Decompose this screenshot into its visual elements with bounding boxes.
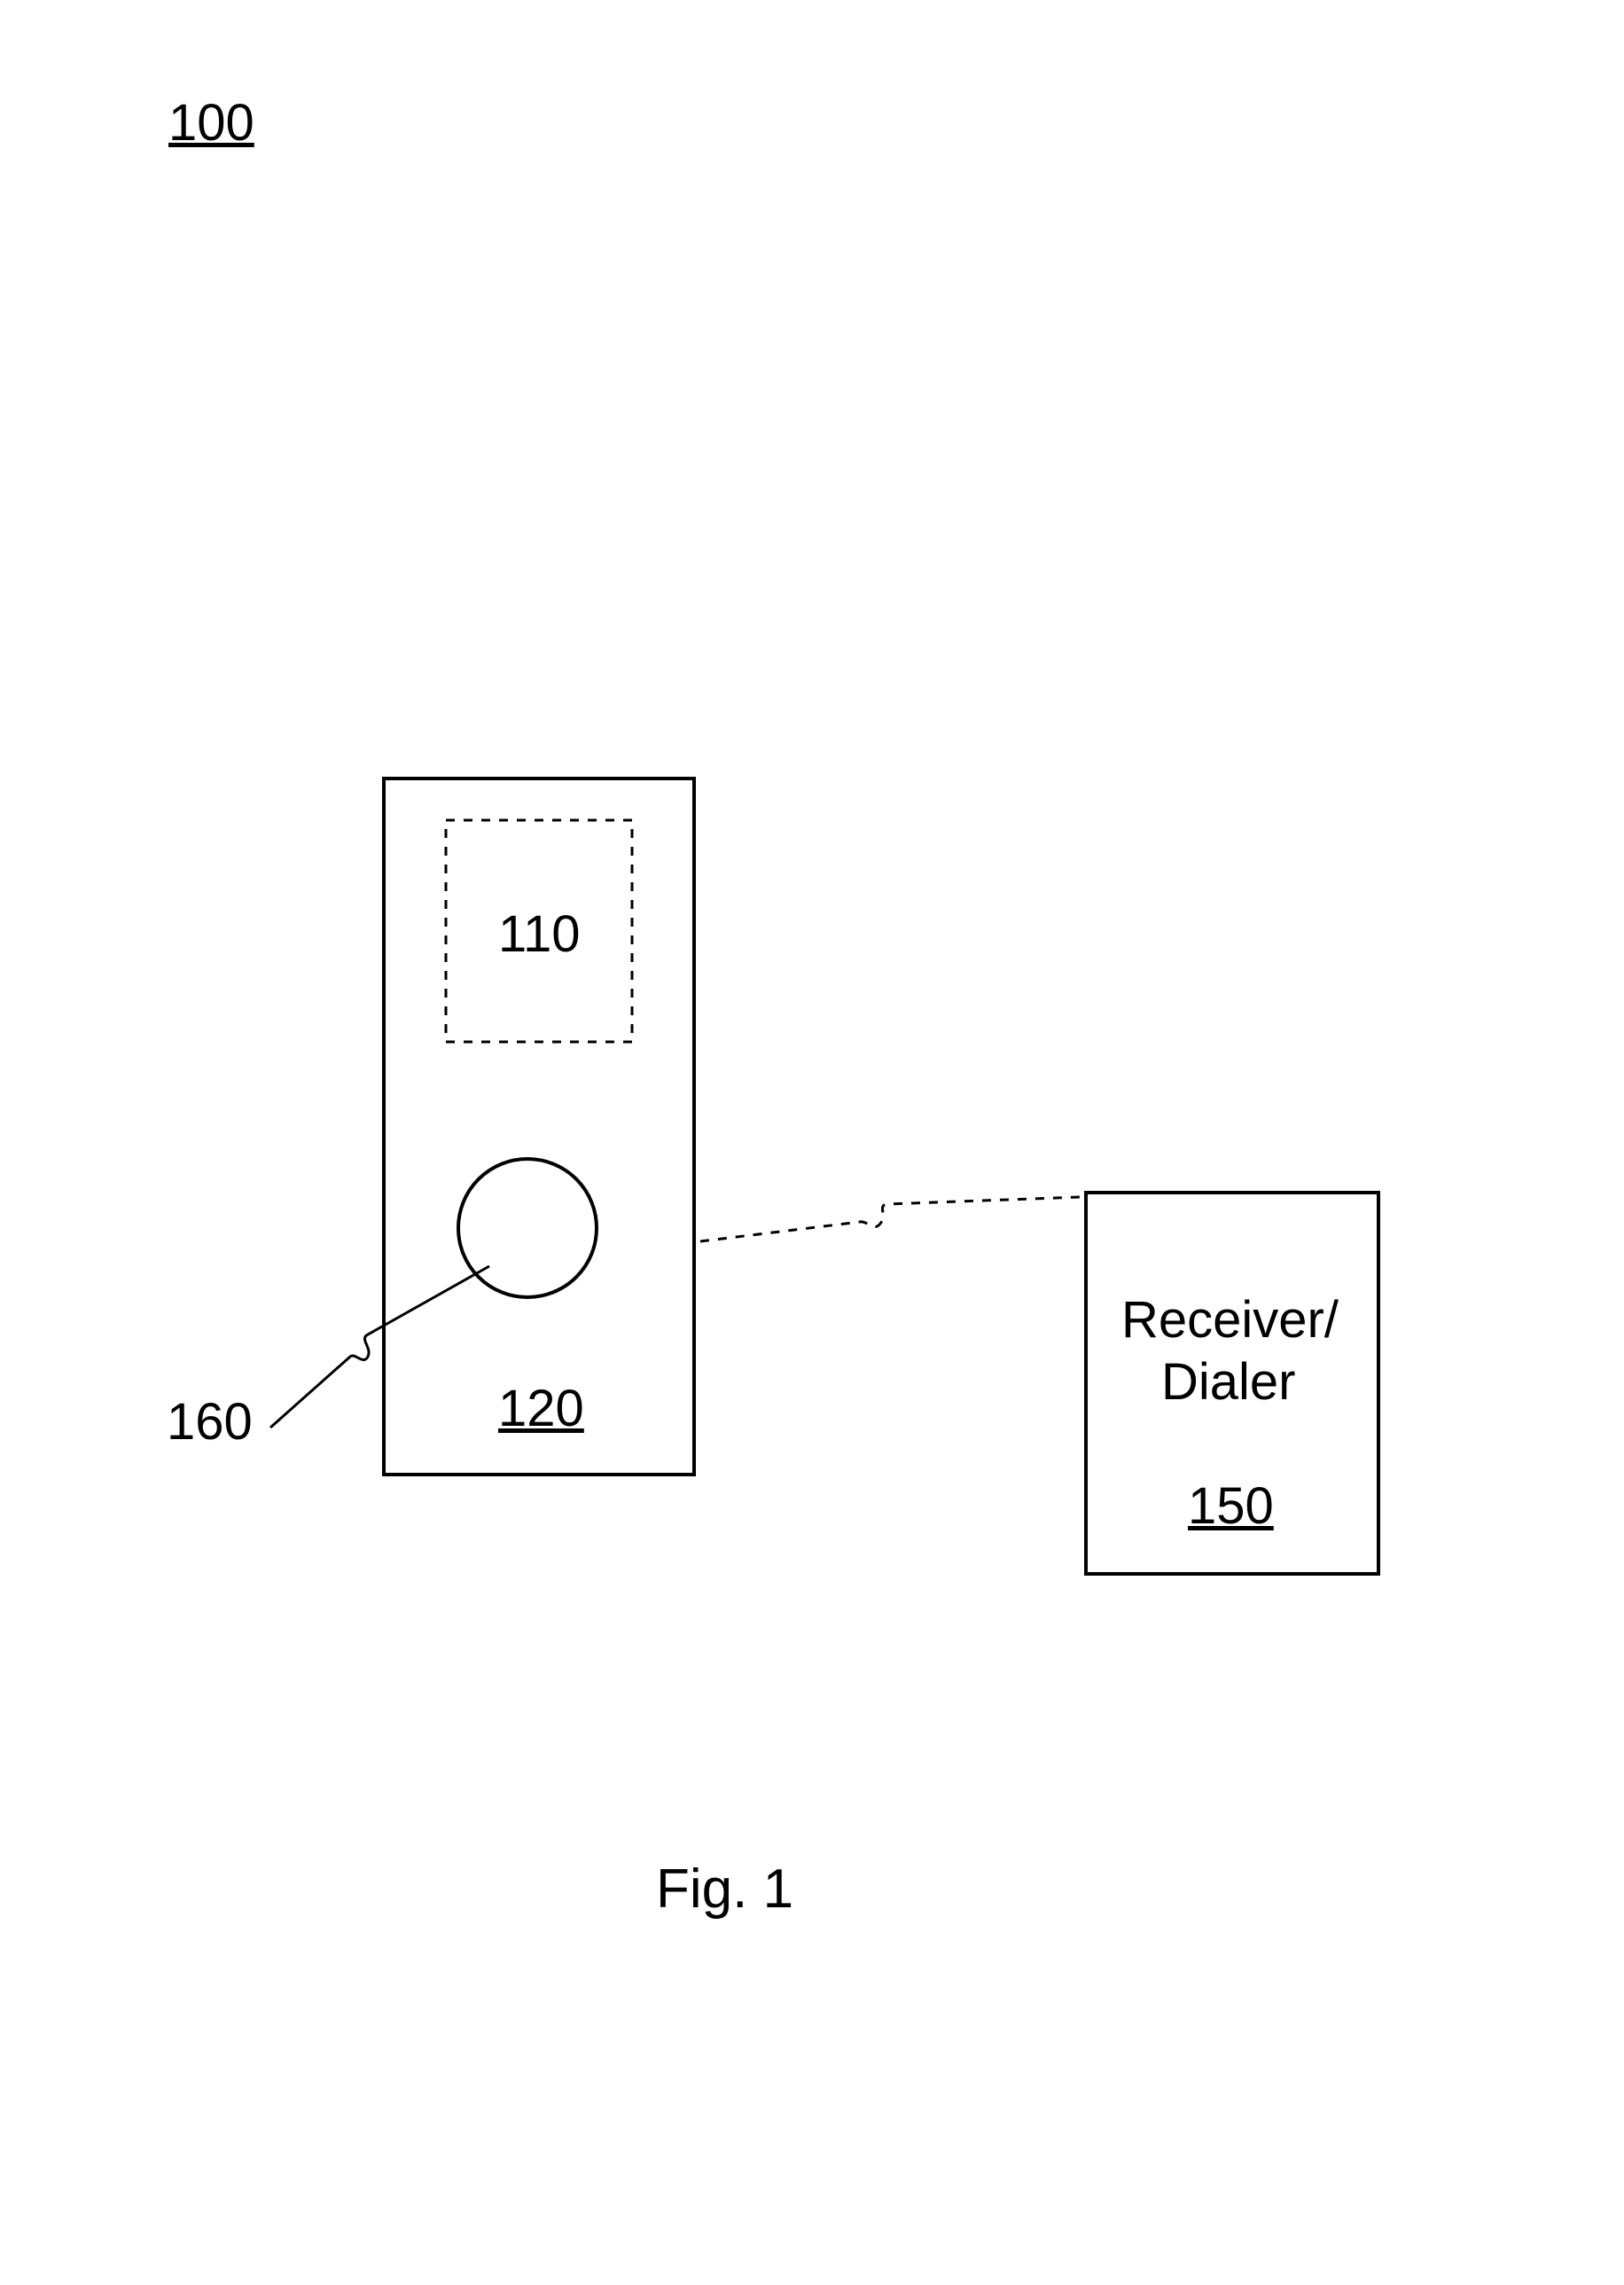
receiver-ref-label: 150: [1188, 1476, 1274, 1536]
circle-element: [458, 1159, 597, 1297]
diagram-svg: [0, 0, 1624, 2285]
receiver-label-line1: Receiver/: [1121, 1290, 1339, 1350]
system-ref-label: 100: [168, 93, 254, 153]
circle-ref-label: 160: [167, 1392, 253, 1452]
device-box: [384, 779, 694, 1475]
inner-box-ref-label: 110: [498, 904, 580, 964]
wireless-line: [700, 1197, 1080, 1241]
receiver-label-line2: Dialer: [1161, 1352, 1296, 1412]
figure-label: Fig. 1: [656, 1858, 793, 1921]
leader-line-160: [270, 1266, 489, 1428]
device-ref-label: 120: [498, 1379, 584, 1438]
